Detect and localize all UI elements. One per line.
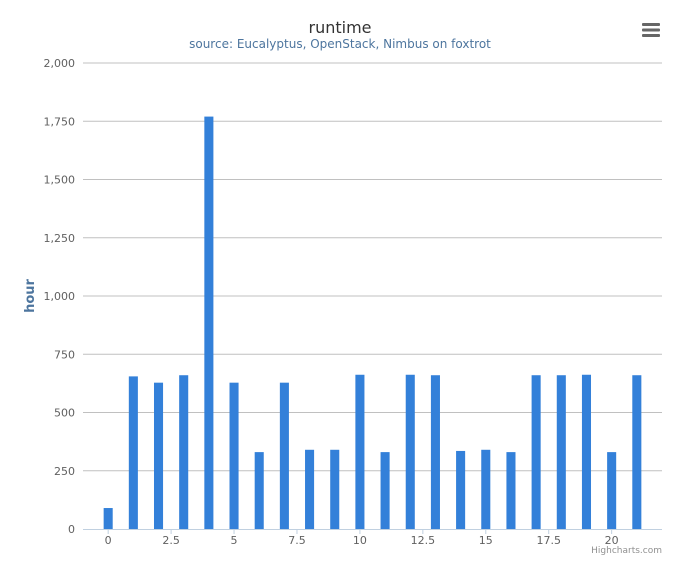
bar-x-19[interactable] bbox=[581, 374, 592, 529]
bar-x-8[interactable] bbox=[305, 449, 315, 529]
bar-x-21[interactable] bbox=[632, 375, 642, 529]
y-tick-label: 1,500 bbox=[44, 174, 76, 187]
bar-x-9[interactable] bbox=[330, 449, 340, 529]
x-tick-label: 7.5 bbox=[288, 534, 306, 547]
x-tick-label: 0 bbox=[105, 534, 112, 547]
bar-x-20[interactable] bbox=[607, 452, 617, 529]
bar-x-3[interactable] bbox=[179, 375, 189, 529]
x-tick-label: 17.5 bbox=[536, 534, 561, 547]
bar-x-16[interactable] bbox=[506, 452, 516, 529]
bar-x-5[interactable] bbox=[229, 382, 239, 529]
bar-x-13[interactable] bbox=[430, 375, 440, 529]
y-axis-title: hour bbox=[23, 278, 38, 312]
chart-title: runtime bbox=[308, 18, 371, 37]
y-tick-label: 1,000 bbox=[44, 290, 76, 303]
y-axis-ticks: 0 250 500 750 1,000 1,250 1,500 1,750 2,000 bbox=[44, 57, 76, 536]
y-tick-label: 1,750 bbox=[44, 115, 76, 128]
bar-x-1[interactable] bbox=[128, 376, 138, 529]
bar-x-4[interactable] bbox=[204, 116, 214, 529]
export-menu-button[interactable] bbox=[638, 18, 664, 42]
y-tick-label: 0 bbox=[68, 523, 75, 536]
bar-x-12[interactable] bbox=[405, 374, 415, 529]
bar-x-17[interactable] bbox=[531, 375, 541, 529]
bar-series bbox=[103, 116, 642, 529]
chart-subtitle: source: Eucalyptus, OpenStack, Nimbus on… bbox=[189, 37, 491, 51]
y-tick-label: 250 bbox=[54, 465, 75, 478]
bar-x-11[interactable] bbox=[380, 452, 390, 529]
y-tick-label: 500 bbox=[54, 407, 75, 420]
bar-x-7[interactable] bbox=[279, 382, 289, 529]
y-tick-label: 1,250 bbox=[44, 232, 76, 245]
y-tick-label: 750 bbox=[54, 348, 75, 361]
x-tick-label: 2.5 bbox=[162, 534, 180, 547]
bar-x-6[interactable] bbox=[254, 452, 264, 529]
y-tick-label: 2,000 bbox=[44, 57, 76, 70]
bar-x-10[interactable] bbox=[355, 374, 365, 529]
hamburger-menu-icon bbox=[642, 23, 660, 37]
bar-x-0[interactable] bbox=[103, 508, 113, 529]
x-tick-label: 12.5 bbox=[411, 534, 436, 547]
bar-x-2[interactable] bbox=[153, 382, 164, 529]
x-tick-label: 10 bbox=[353, 534, 367, 547]
bar-x-15[interactable] bbox=[481, 449, 491, 529]
x-axis-ticks: 0 2.5 5 7.5 10 12.5 15 17.5 20 bbox=[105, 529, 619, 547]
credits-text[interactable]: Highcharts.com bbox=[591, 546, 662, 556]
x-tick-label: 15 bbox=[479, 534, 493, 547]
bar-x-18[interactable] bbox=[556, 375, 566, 529]
bar-x-14[interactable] bbox=[456, 450, 466, 529]
x-tick-label: 20 bbox=[605, 534, 619, 547]
x-tick-label: 5 bbox=[231, 534, 238, 547]
